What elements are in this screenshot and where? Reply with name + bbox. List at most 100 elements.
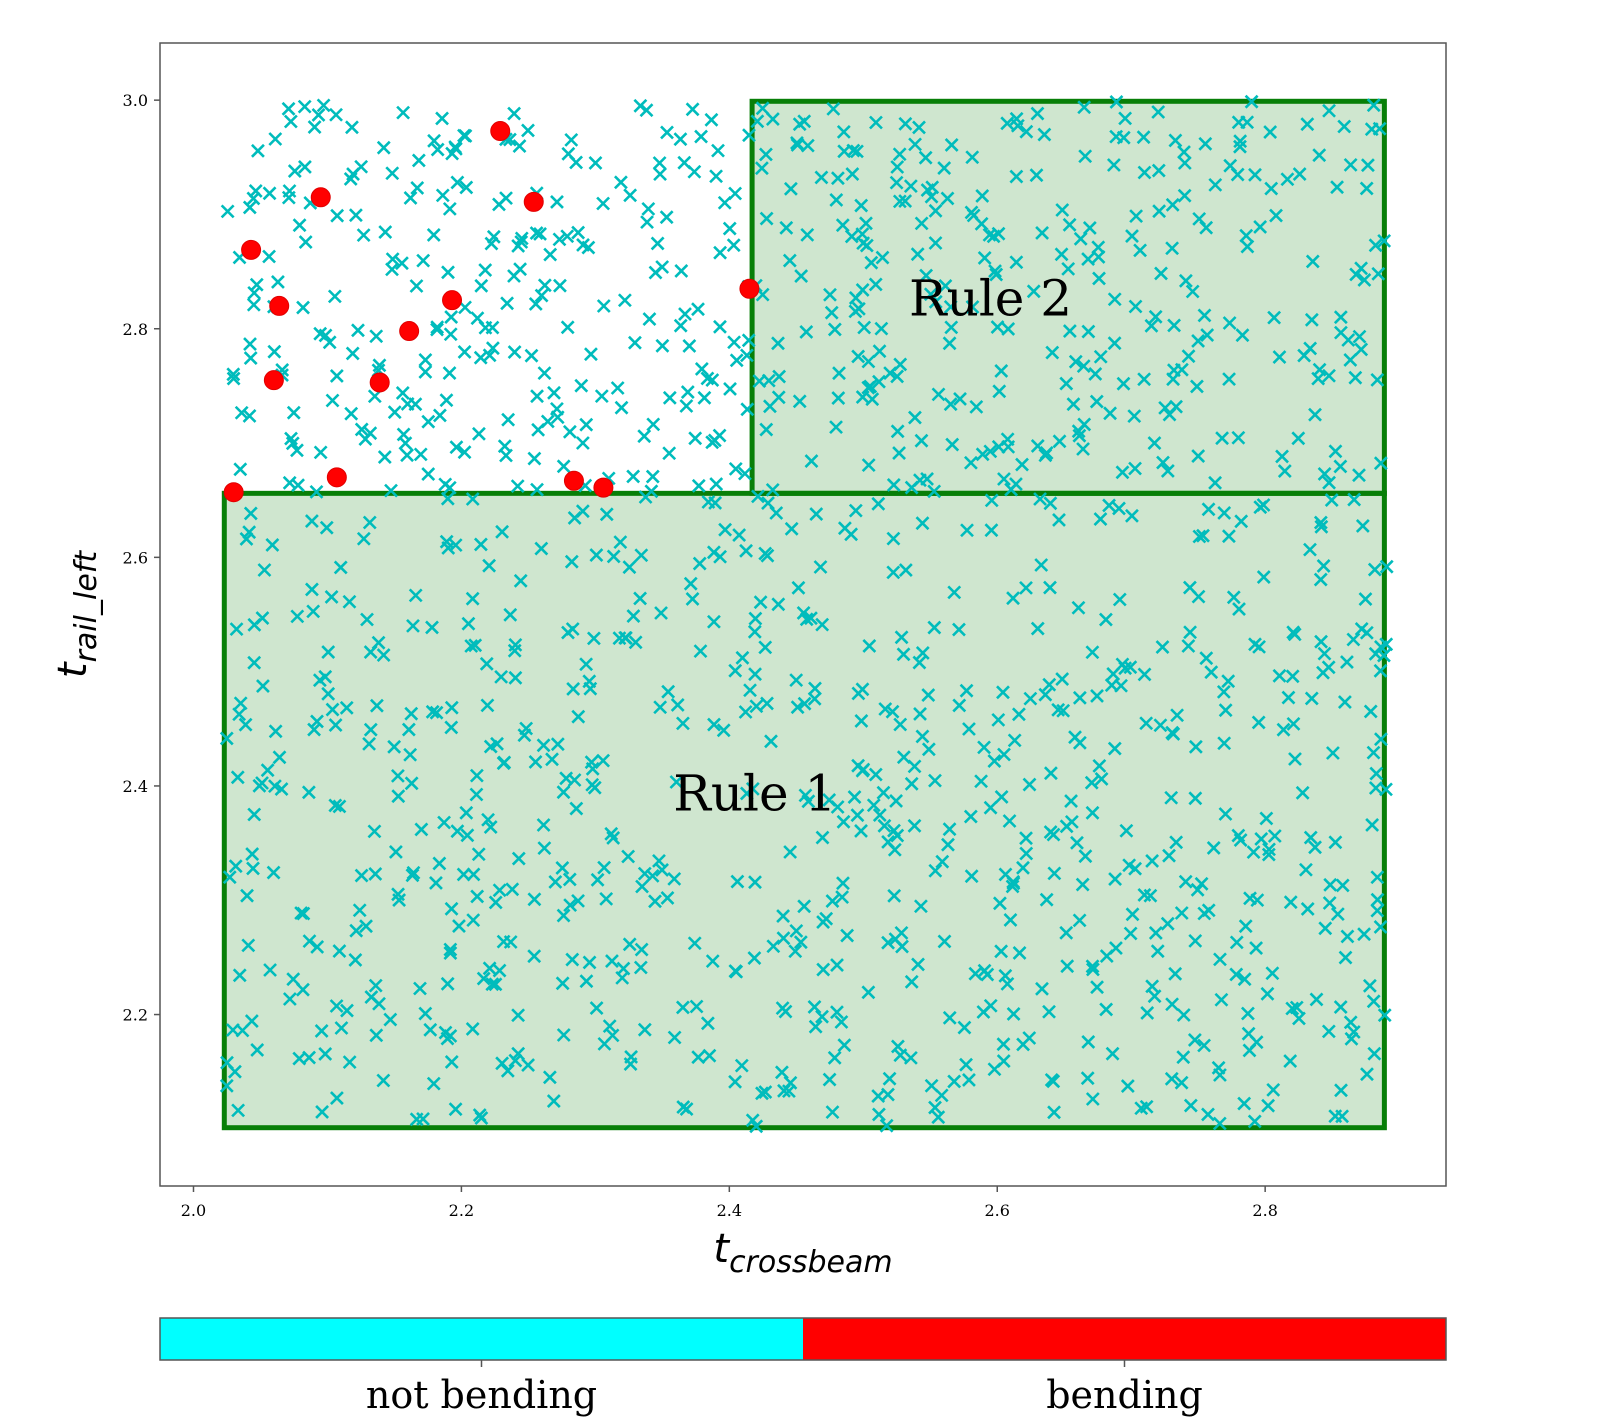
point-bending [593,477,614,498]
point-not-bending [816,962,831,977]
point-not-bending [748,611,763,626]
point-not-bending [992,896,1007,911]
rule-1-label: Rule 1 [673,764,836,822]
point-not-bending [1120,1079,1135,1093]
point-not-bending [908,410,922,425]
point-not-bending [692,556,707,571]
point-not-bending [851,349,866,364]
point-not-bending [233,696,248,711]
point-bending [523,191,544,212]
point-not-bending [854,714,869,728]
point-not-bending [266,865,281,880]
point-not-bending [931,1110,946,1125]
point-not-bending [1030,621,1045,636]
point-not-bending [739,786,754,801]
point-not-bending [1317,466,1332,481]
point-not-bending [599,891,614,906]
point-not-bending [776,909,791,923]
point-not-bending [827,322,842,337]
point-not-bending [646,417,661,432]
point-not-bending [265,538,280,552]
point-not-bending [1253,500,1268,515]
point-not-bending [1334,1083,1348,1098]
point-not-bending [511,1008,526,1023]
point-not-bending [482,558,497,573]
point-not-bending [1118,111,1133,126]
point-not-bending [829,420,843,435]
point-not-bending [1089,394,1104,409]
point-not-bending [688,431,703,446]
point-not-bending [759,147,773,162]
point-not-bending [579,974,594,989]
point-not-bending [219,731,234,746]
point-not-bending [440,976,455,991]
point-not-bending [709,477,724,491]
point-not-bending [268,724,283,739]
point-not-bending [779,220,794,235]
point-not-bending [1188,791,1203,806]
point-not-bending [823,287,837,302]
point-not-bending [965,150,980,165]
point-not-bending [775,1001,790,1016]
point-not-bending [836,814,851,829]
point-not-bending [1346,632,1361,647]
point-not-bending [604,826,619,841]
point-not-bending [1042,677,1057,692]
point-not-bending [1237,1096,1252,1111]
point-not-bending [1072,428,1087,443]
point-not-bending [1359,625,1374,640]
point-not-bending [1085,645,1100,660]
point-not-bending [1165,725,1180,740]
point-not-bending [615,970,630,985]
point-not-bending [444,901,459,916]
point-not-bending [655,338,670,353]
point-not-bending [521,123,535,138]
point-not-bending [913,707,927,721]
point-not-bending [1322,896,1337,910]
point-not-bending [960,523,974,538]
point-not-bending [534,288,549,303]
point-not-bending [771,597,786,612]
point-not-bending [581,240,596,255]
point-not-bending [1188,739,1203,754]
point-not-bending [492,963,507,978]
point-not-bending [349,923,364,938]
point-not-bending [990,320,1005,334]
point-not-bending [243,337,257,351]
point-not-bending [1233,139,1247,154]
point-not-bending [815,830,830,845]
point-not-bending [889,175,904,190]
point-not-bending [952,622,966,637]
point-not-bending [927,484,942,499]
point-not-bending [485,320,500,335]
point-not-bending [1198,136,1213,151]
point-not-bending [444,310,459,324]
point-not-bending [1185,284,1200,299]
point-not-bending [1208,177,1223,192]
point-not-bending [1009,477,1023,492]
point-not-bending [781,1084,796,1099]
point-not-bending [244,1014,259,1029]
point-not-bending [310,940,325,954]
point-not-bending [387,405,402,420]
point-not-bending [465,1022,480,1036]
point-not-bending [1012,946,1027,960]
point-not-bending [549,401,564,416]
point-not-bending [1181,349,1196,364]
point-not-bending [1005,879,1020,894]
point-not-bending [813,560,828,574]
point-not-bending [726,238,741,253]
point-not-bending [1009,169,1024,184]
point-not-bending [345,120,359,135]
point-not-bending [406,618,420,633]
point-not-bending [679,1102,694,1117]
point-not-bending [809,507,824,521]
point-not-bending [251,143,265,158]
point-not-bending [511,851,526,866]
point-not-bending [722,221,737,236]
point-not-bending [450,824,465,839]
point-not-bending [369,1028,384,1043]
point-not-bending [1235,328,1250,343]
point-not-bending [1137,165,1152,180]
point-not-bending [561,146,576,161]
